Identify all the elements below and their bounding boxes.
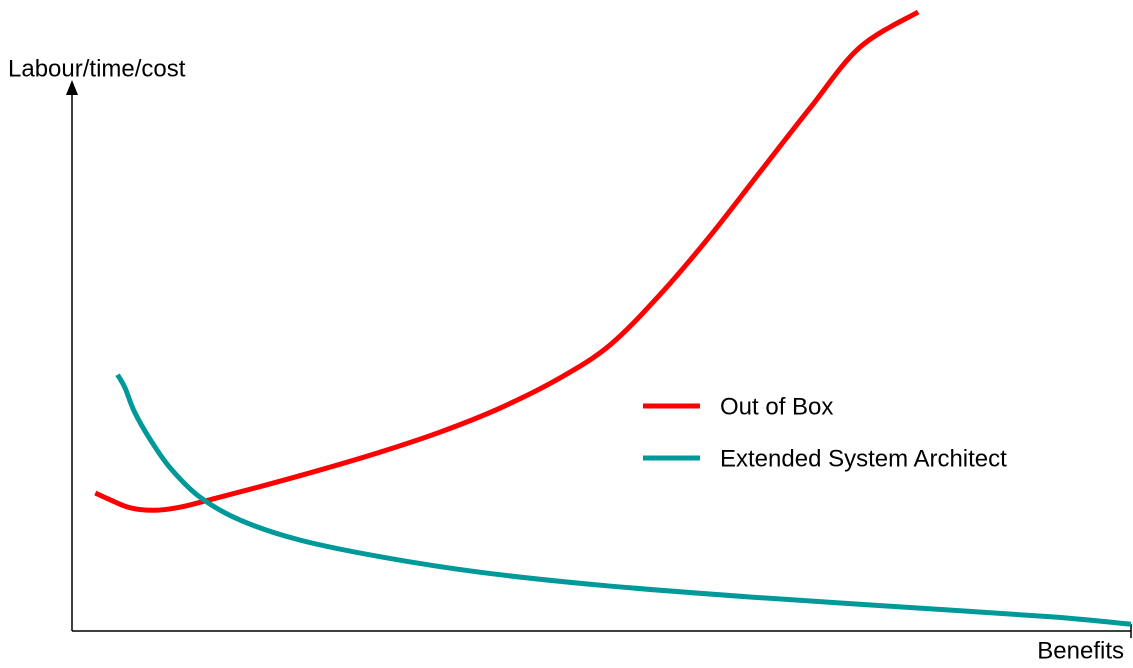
- y-axis-arrow: [66, 80, 78, 95]
- series-line: [94, 9, 920, 513]
- legend-label: Out of Box: [720, 393, 833, 420]
- y-axis-label: Labour/time/cost: [8, 55, 186, 82]
- legend-label: Extended System Architect: [720, 445, 1007, 472]
- x-axis-label: Benefits: [1037, 637, 1124, 664]
- series-line: [115, 373, 1132, 627]
